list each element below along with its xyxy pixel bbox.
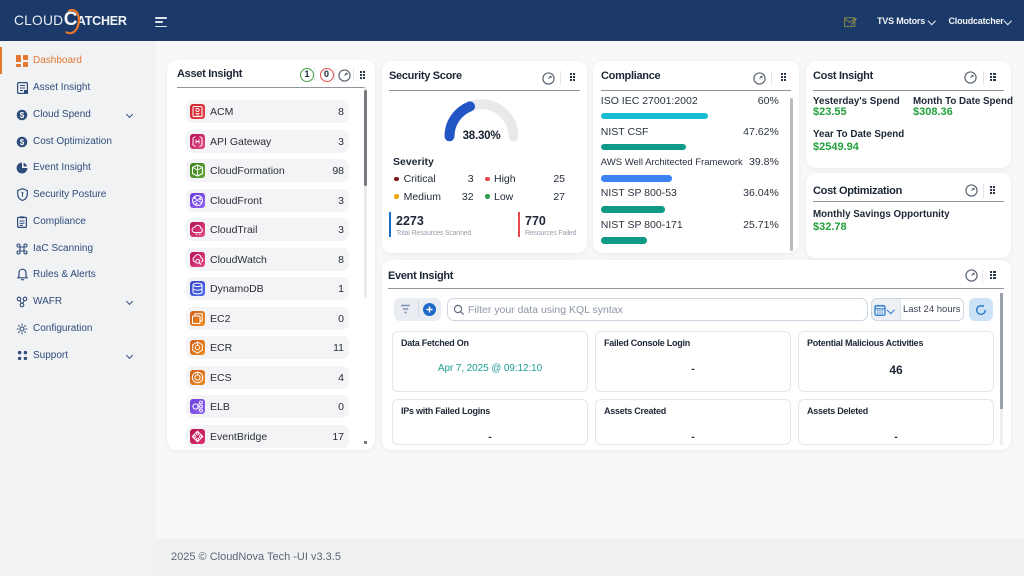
svg-text:$: $	[20, 110, 25, 119]
svg-text:$: $	[20, 137, 25, 146]
